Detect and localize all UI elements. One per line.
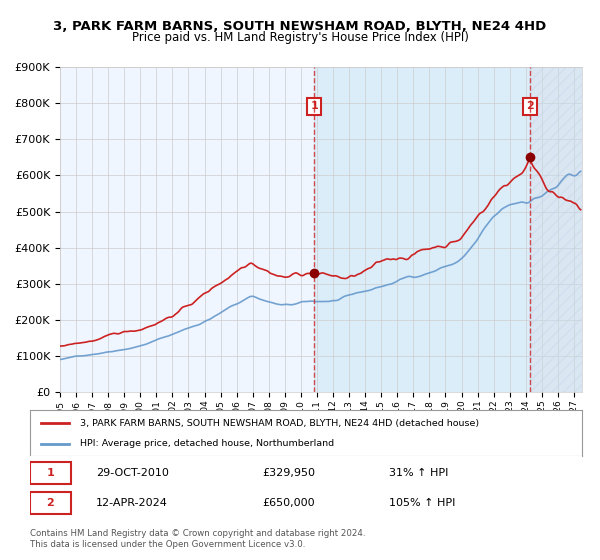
FancyBboxPatch shape xyxy=(30,492,71,514)
Text: HPI: Average price, detached house, Northumberland: HPI: Average price, detached house, Nort… xyxy=(80,439,334,448)
Text: £329,950: £329,950 xyxy=(262,468,315,478)
Text: Price paid vs. HM Land Registry's House Price Index (HPI): Price paid vs. HM Land Registry's House … xyxy=(131,31,469,44)
Text: £650,000: £650,000 xyxy=(262,498,314,508)
Text: 3, PARK FARM BARNS, SOUTH NEWSHAM ROAD, BLYTH, NE24 4HD: 3, PARK FARM BARNS, SOUTH NEWSHAM ROAD, … xyxy=(53,20,547,32)
Text: 1: 1 xyxy=(47,468,54,478)
Text: 105% ↑ HPI: 105% ↑ HPI xyxy=(389,498,455,508)
Text: 3, PARK FARM BARNS, SOUTH NEWSHAM ROAD, BLYTH, NE24 4HD (detached house): 3, PARK FARM BARNS, SOUTH NEWSHAM ROAD, … xyxy=(80,419,479,428)
Text: 1: 1 xyxy=(310,101,318,111)
Text: 2: 2 xyxy=(47,498,54,508)
Text: 12-APR-2024: 12-APR-2024 xyxy=(96,498,168,508)
Bar xyxy=(314,67,530,392)
Text: 31% ↑ HPI: 31% ↑ HPI xyxy=(389,468,448,478)
Bar xyxy=(530,67,582,392)
Text: 2: 2 xyxy=(526,101,534,111)
Text: Contains HM Land Registry data © Crown copyright and database right 2024.
This d: Contains HM Land Registry data © Crown c… xyxy=(30,529,365,549)
FancyBboxPatch shape xyxy=(30,462,71,484)
Text: 29-OCT-2010: 29-OCT-2010 xyxy=(96,468,169,478)
